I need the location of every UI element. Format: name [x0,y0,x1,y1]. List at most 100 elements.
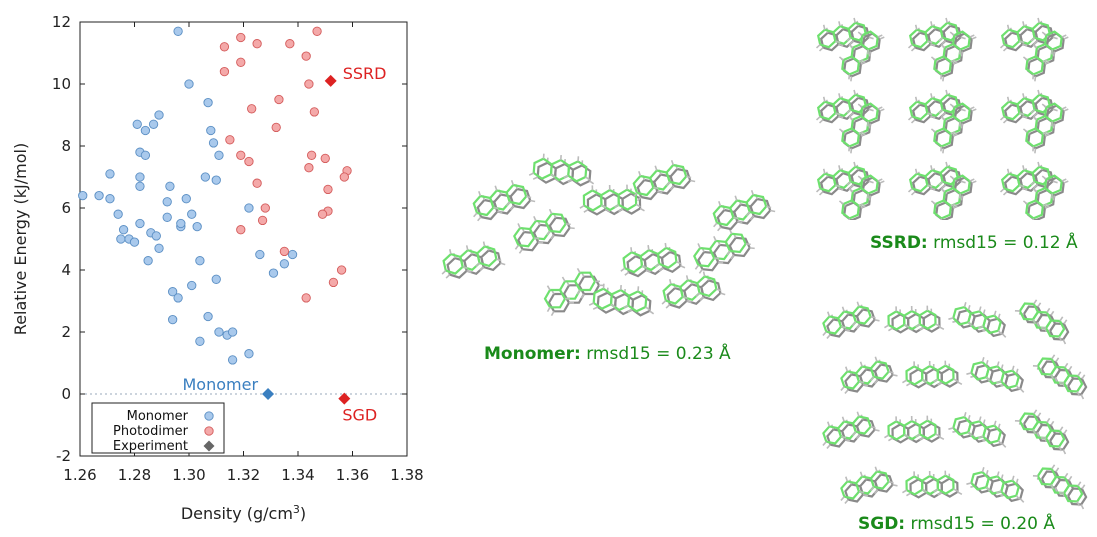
sgd-annotation: SGD [342,406,377,425]
ssrd-caption-label: SSRD: [870,233,928,253]
monomer-point [195,336,205,346]
monomer-point [181,194,191,204]
photodimer-point [279,246,290,257]
monomer-point [173,26,183,36]
monomer-point [148,119,159,129]
x-tick-label: 1.28 [118,466,151,484]
monomer-point [154,110,164,120]
photodimer-point [219,42,230,52]
photodimer-point [317,209,328,219]
y-tick-label: 0 [61,385,71,403]
photodimer-point [252,39,262,49]
monomer-point [162,212,172,222]
x-tick-label: 1.30 [172,466,205,484]
y-tick-label: -2 [56,447,71,465]
monomer-point [129,237,140,247]
monomer-point [173,293,183,303]
monomer-point [211,274,221,284]
photodimer-point [301,51,311,61]
photodimer-point [285,39,295,49]
x-axis-title: Density (g/cm3) [181,503,306,523]
sgd-structure-image [822,299,1088,510]
monomer-point [206,125,216,136]
photodimer-point [236,225,246,235]
photodimer-point [312,26,322,36]
monomer-point [140,125,151,136]
x-tick-label: 1.36 [336,466,369,484]
monomer-point [154,243,164,253]
monomer-point [78,190,88,201]
monomer-point [140,150,151,160]
monomer-point [227,355,238,365]
monomer-point [151,231,161,241]
photodimer-point [236,57,246,67]
monomer-point [214,327,224,337]
y-tick-label: 4 [61,261,71,279]
legend-box [91,402,225,454]
monomer-point [195,256,205,266]
monomer-point [135,218,145,229]
photodimer-point [236,32,246,43]
ssrd-caption: SSRD: rmsd15 = 0.12 Å [870,233,1078,253]
x-tick-label: 1.34 [281,466,314,484]
ssrd-structure-image [815,17,1069,220]
photodimer-point [247,104,257,114]
y-tick-label: 10 [52,75,71,93]
ssrd-annotation: SSRD [343,64,387,83]
legend-marker [203,440,215,452]
monomer-point [113,209,123,219]
y-axis-title: Relative Energy (kJ/mol) [11,143,30,335]
photodimer-point [244,156,254,167]
monomer-annotation: Monomer [182,375,258,394]
photodimer-point [323,184,333,195]
scatter-plot: 1.26 1.28 1.30 1.32 1.34 1.36 1.38 -2 0 2 4 6 8 10 12 D… [11,13,424,523]
photodimer-point [225,135,235,145]
photodimer-point [252,178,262,188]
ssrd-caption-value: rmsd15 = 0.12 Å [927,233,1078,253]
monomer-point [208,138,219,148]
monomer-point [162,197,172,207]
sgd-caption-value: rmsd15 = 0.20 Å [905,514,1055,534]
x-tick-label: 1.38 [390,466,423,484]
photodimer-point [304,79,314,89]
monomer-point [184,79,194,89]
monomer-point [176,218,186,229]
monomer-point [135,181,145,191]
photodimer-point [320,153,330,164]
monomer-caption-label: Monomer: [484,344,581,364]
monomer-point [227,327,238,337]
monomer-point [211,175,221,185]
monomer-point [279,259,290,269]
monomer-point [214,150,224,160]
monomer-point [105,169,115,179]
legend-label: Photodimer [113,424,189,439]
monomer-point [192,221,202,232]
experiment-monomer-point [262,388,275,400]
x-tick-label: 1.32 [227,466,260,484]
photodimer-point [301,293,311,303]
y-tick-label: 2 [61,323,71,341]
monomer-point [200,172,211,182]
monomer-point [255,249,265,260]
photodimer-point [219,66,230,77]
photodimer-point [336,265,347,275]
monomer-point [165,181,175,191]
legend-label: Experiment [113,439,188,454]
monomer-point [116,234,126,244]
monomer-point [203,97,213,108]
y-tick-label: 12 [52,13,71,31]
y-tick-label: 8 [61,137,71,155]
photodimer-point [271,122,281,133]
legend-marker [204,411,214,421]
monomer-point [132,119,142,129]
sgd-caption: SGD: rmsd15 = 0.20 Å [858,514,1055,534]
x-tick-label: 1.26 [63,466,96,484]
monomer-point [118,225,129,235]
photodimer-point [236,150,246,160]
monomer-point [244,349,254,359]
y-tick-label: 6 [61,199,71,217]
monomer-point [244,203,254,213]
monomer-point [167,287,178,297]
monomer-point [135,172,145,182]
monomer-caption: Monomer: rmsd15 = 0.23 Å [484,344,731,364]
